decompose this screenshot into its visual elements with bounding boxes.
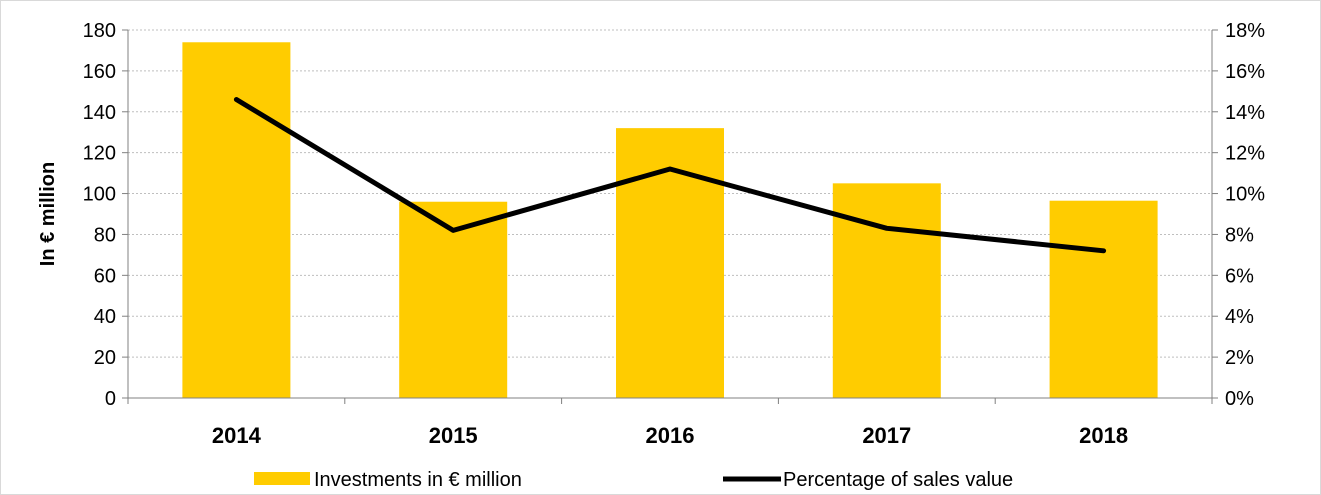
bar-2014 <box>182 42 291 399</box>
x-tick-label: 2014 <box>212 423 262 448</box>
y2-tick-label: 8% <box>1225 224 1254 246</box>
x-tick-label: 2017 <box>862 423 911 448</box>
legend: Investments in € million Percentage of s… <box>254 469 1013 491</box>
y-tick-label: 60 <box>94 265 116 287</box>
y2-tick-label: 2% <box>1225 347 1254 369</box>
bar-2015 <box>399 201 508 398</box>
bar-2018 <box>1049 200 1158 398</box>
y-tick-label: 80 <box>94 224 116 246</box>
y-tick-label: 40 <box>94 306 116 328</box>
x-tick-label: 2018 <box>1079 423 1128 448</box>
y-tick-label: 0 <box>105 388 116 410</box>
y2-tick-label: 10% <box>1225 184 1265 206</box>
x-tick-label: 2016 <box>646 423 695 448</box>
y2-tick-label: 16% <box>1225 61 1265 83</box>
line-series <box>233 97 1107 254</box>
y-tick-label: 100 <box>83 184 116 206</box>
bar-series <box>182 42 1158 399</box>
tick-labels: 0 0% 20 2% 40 4% 60 6% 80 8% 100 10% 120 12% 140 14% 160… <box>83 20 1266 448</box>
y-tick-label: 20 <box>94 347 116 369</box>
y2-tick-label: 18% <box>1225 20 1265 42</box>
y2-tick-label: 12% <box>1225 143 1265 165</box>
legend-swatch-investments <box>254 472 310 485</box>
legend-label-investments: Investments in € million <box>314 469 522 491</box>
y-tick-label: 180 <box>83 20 116 42</box>
legend-label-percentage: Percentage of sales value <box>783 469 1013 491</box>
y-tick-label: 160 <box>83 61 116 83</box>
y2-tick-label: 6% <box>1225 265 1254 287</box>
y2-tick-label: 4% <box>1225 306 1254 328</box>
bar-2016 <box>616 128 724 398</box>
y-tick-label: 140 <box>83 102 116 124</box>
y-axis-title: In € million <box>37 162 59 266</box>
y-tick-label: 120 <box>83 143 116 165</box>
y2-tick-label: 0% <box>1225 388 1254 410</box>
axes <box>122 29 1218 404</box>
x-tick-label: 2015 <box>429 423 478 448</box>
y2-tick-label: 14% <box>1225 102 1265 124</box>
